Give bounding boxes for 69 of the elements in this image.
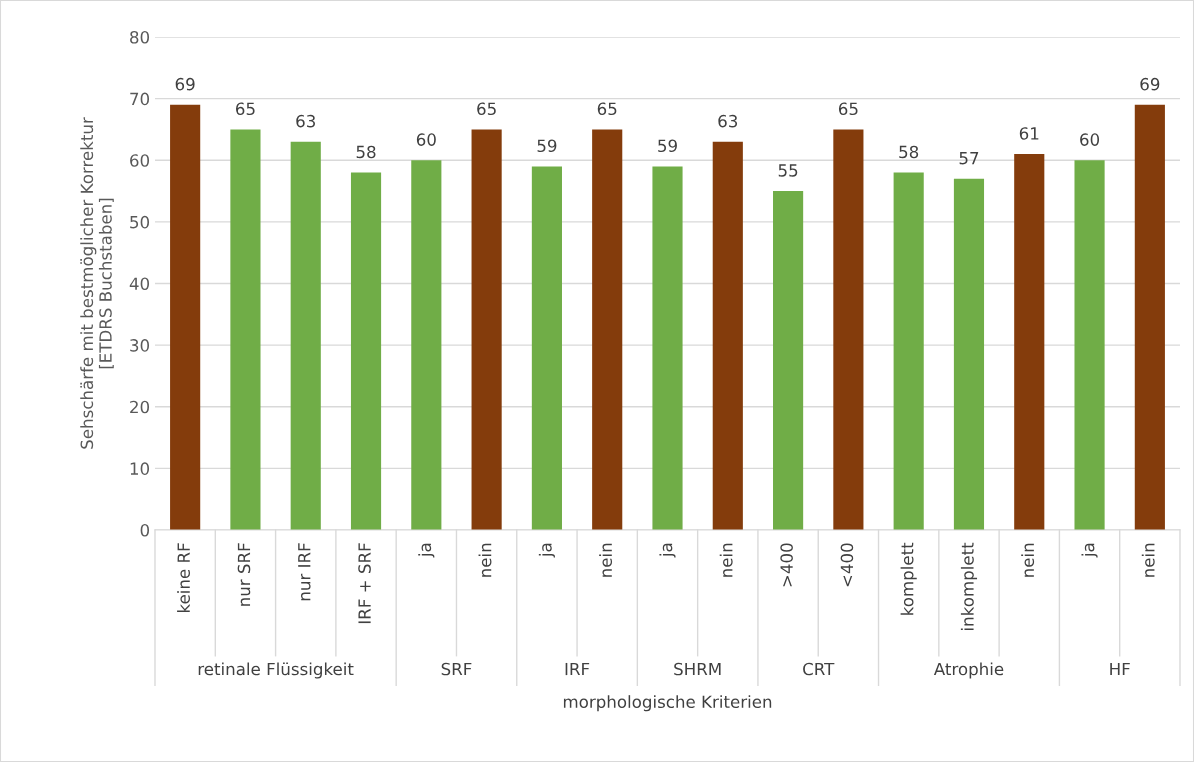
text: IRF (565, 662, 590, 676)
x-tick-label: ja (1081, 543, 1098, 558)
bar (712, 141, 743, 530)
x-tick-label: nur SRF (237, 543, 251, 606)
bar (953, 178, 985, 530)
y-axis-title: Sehschärfe mit bestmöglicher Korrektur [ETDRS Buchstaben] (80, 117, 114, 449)
data-label: 63 (296, 114, 315, 128)
bar (471, 129, 502, 530)
y-tick-label: 0 (140, 523, 150, 537)
text: retinale Flüssigkeit (198, 662, 354, 679)
y-tick-label: 50 (130, 215, 150, 229)
data-label: 58 (899, 145, 919, 159)
x-tick-label: nein (599, 543, 613, 577)
x-tick-label: ja (418, 543, 435, 558)
data-label: 65 (236, 102, 255, 116)
x-tick-label: inkomplett (960, 542, 978, 630)
y-tick-label: 30 (130, 339, 150, 352)
x-tick-label: ja (538, 543, 555, 558)
data-label: 61 (1019, 127, 1039, 140)
data-label: 65 (597, 102, 617, 116)
x-tick-label: >400 (780, 543, 793, 587)
bar (290, 141, 321, 530)
y-tick-label: 80 (130, 30, 150, 44)
bar (833, 129, 864, 530)
data-label: 57 (959, 152, 979, 165)
x-axis-title: morphologische Kriterien (563, 695, 772, 712)
text: SHRM (674, 662, 721, 676)
data-label: 59 (537, 139, 557, 153)
data-label: 55 (778, 164, 798, 177)
text: Atrophie (933, 662, 1004, 679)
data-label: 65 (477, 102, 496, 116)
bar (1014, 154, 1045, 530)
y-tick-label: 60 (130, 154, 150, 167)
data-label: 63 (718, 114, 738, 128)
x-tick-label: keine RF (177, 543, 190, 613)
text: SRF (441, 662, 472, 676)
bar (350, 172, 382, 530)
y-tick-label: 10 (130, 462, 150, 475)
x-tick-label: nein (478, 543, 492, 577)
y-tick-label: 70 (130, 92, 150, 106)
y-tick-label: 40 (129, 277, 150, 291)
text: CRT (803, 662, 835, 676)
bar (531, 166, 562, 530)
bar (411, 160, 442, 530)
x-tick-label: ja (659, 543, 676, 558)
bar (652, 166, 683, 530)
x-tick-label: nur IRF (298, 543, 311, 601)
data-label: 58 (356, 145, 376, 159)
y-tick-label: 20 (130, 400, 150, 414)
x-tick-label: nein (719, 543, 733, 577)
bar (230, 129, 261, 530)
x-tick-label: <400 (840, 543, 854, 587)
data-label: 69 (1140, 77, 1160, 91)
bar (1134, 104, 1165, 530)
text: HF (1110, 662, 1130, 676)
data-label: 60 (1080, 133, 1100, 146)
bar (893, 172, 924, 530)
data-label: 60 (416, 133, 436, 146)
bar (1074, 160, 1105, 530)
data-label: 69 (175, 77, 195, 91)
x-tick-label: IRF + SRF (358, 543, 371, 624)
data-label: 65 (838, 102, 858, 116)
x-tick-label: nein (1141, 543, 1155, 577)
x-tick-label: nein (1021, 543, 1035, 577)
bar (170, 104, 201, 530)
x-tick-label: komplett (900, 542, 917, 615)
data-label: 59 (658, 139, 677, 153)
bar (592, 129, 623, 530)
bar (773, 191, 804, 530)
